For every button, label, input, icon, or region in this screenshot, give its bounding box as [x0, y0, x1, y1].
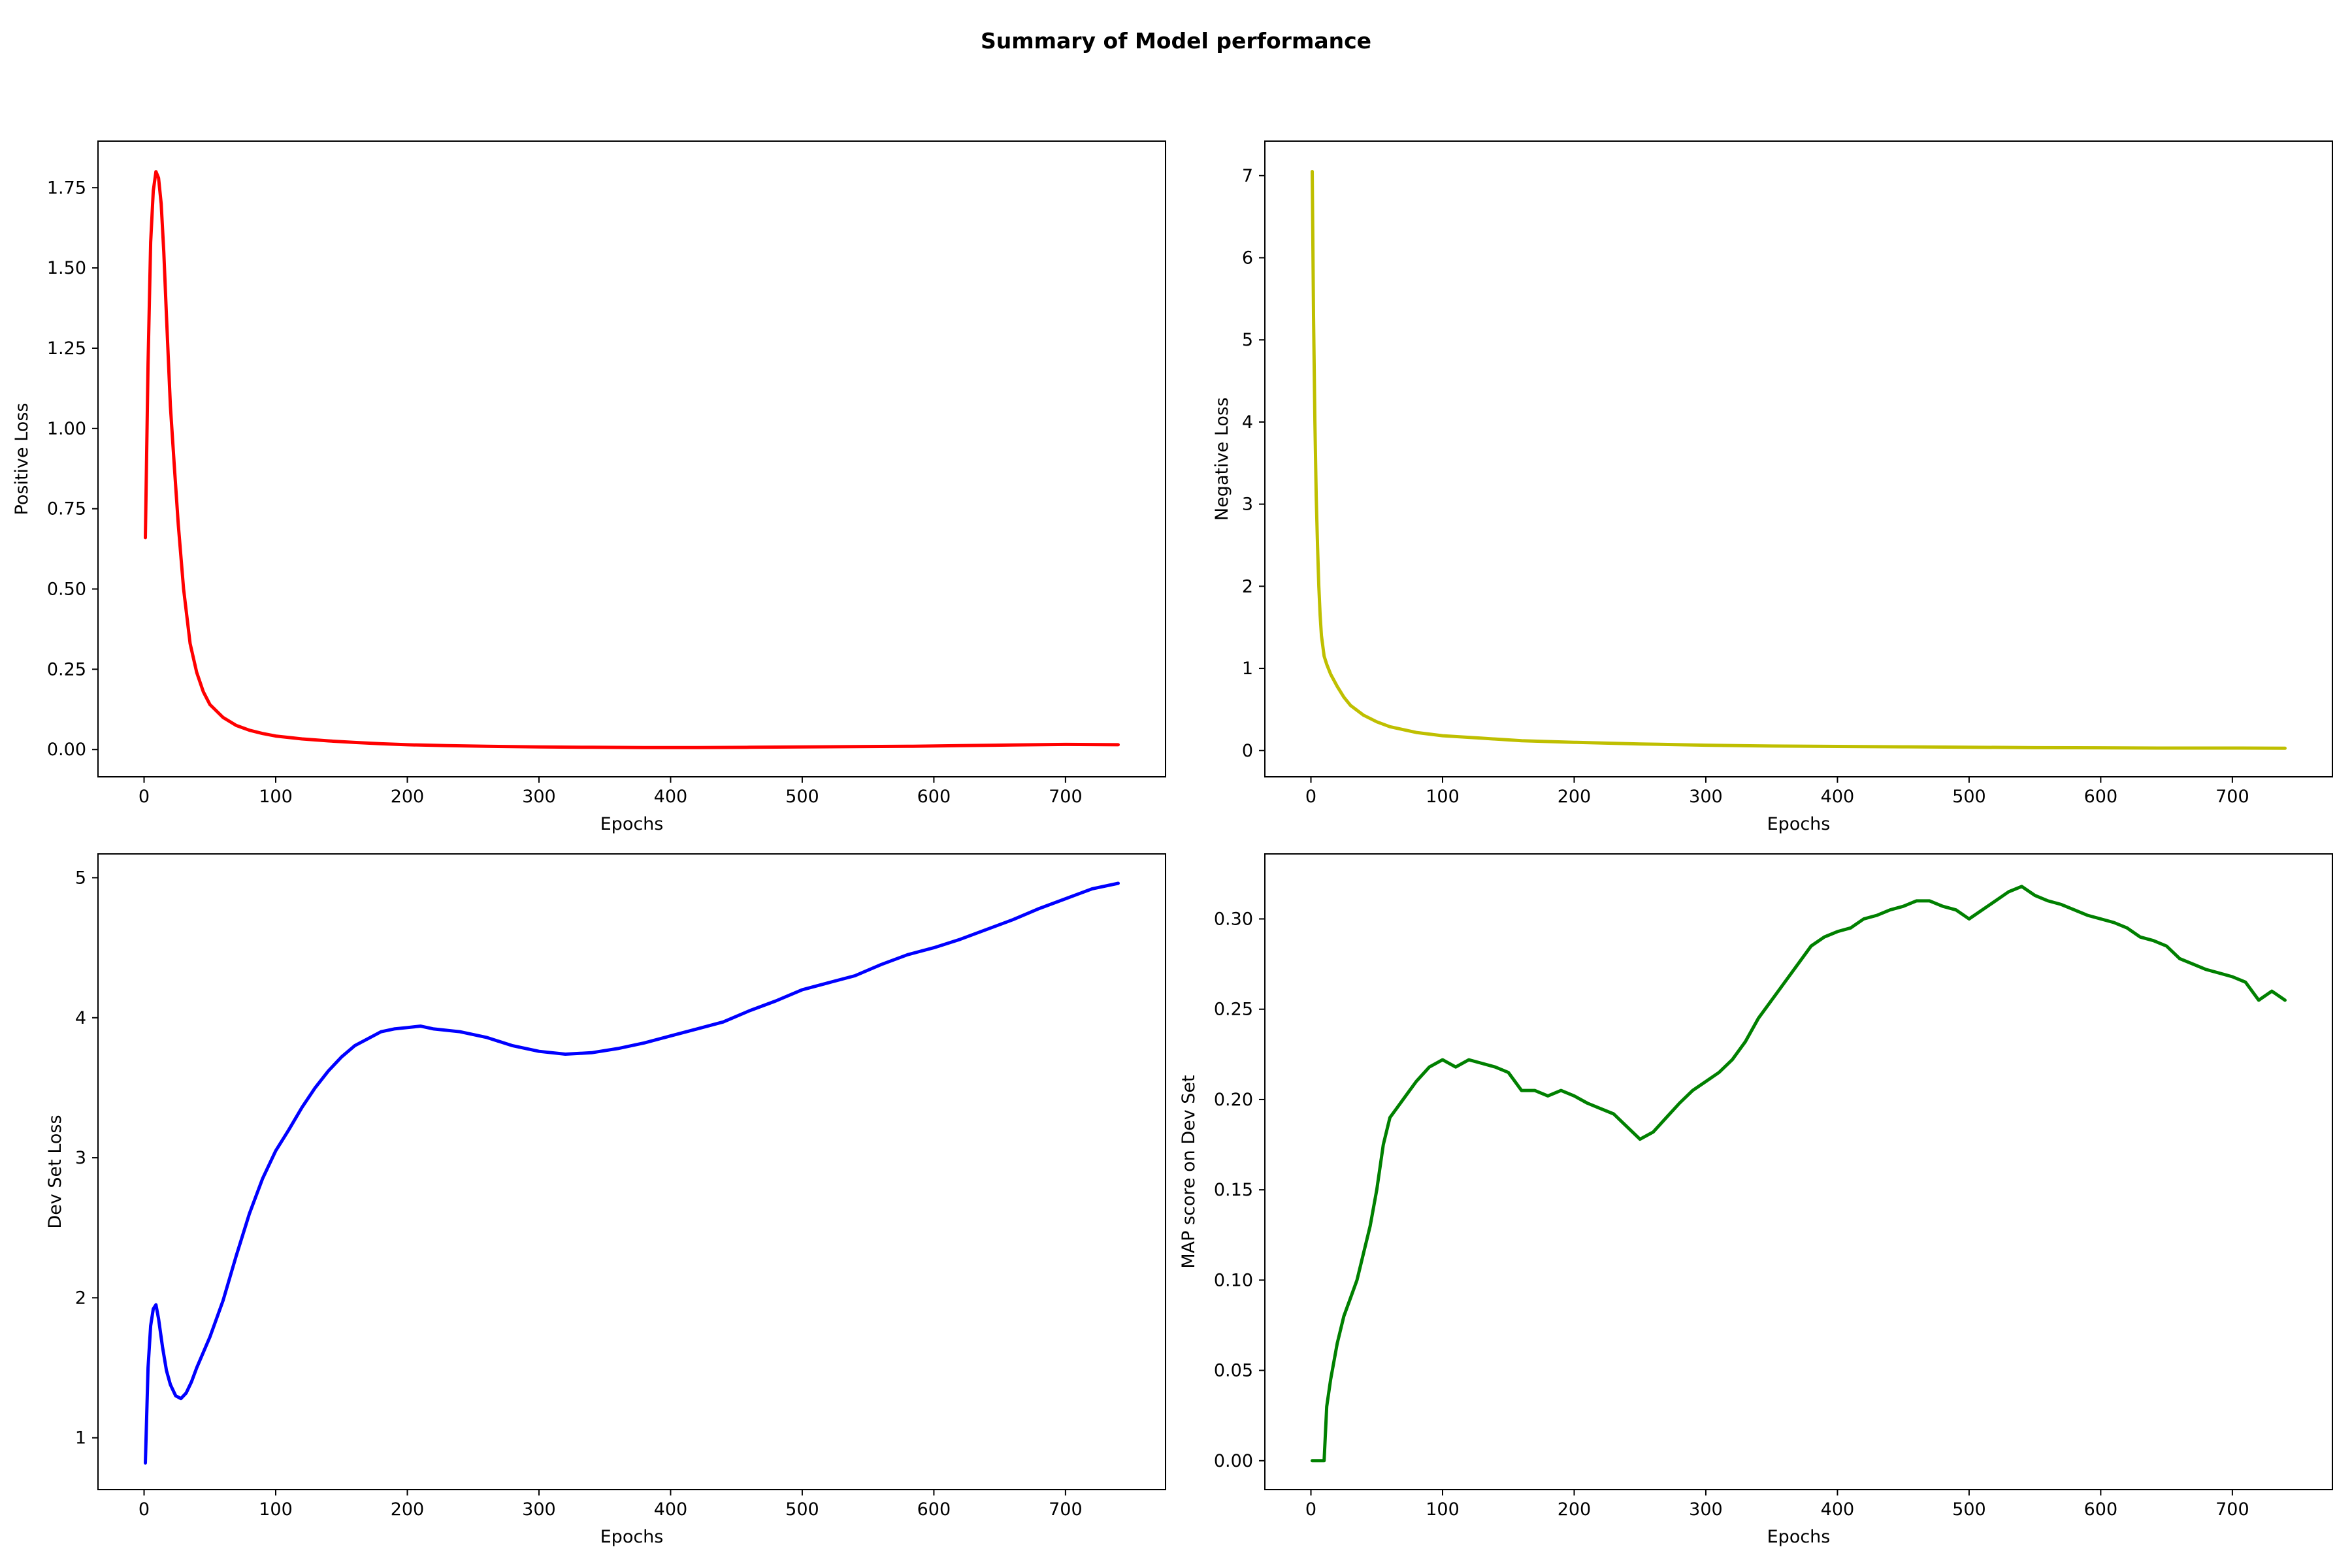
positive-loss-plot-frame [97, 140, 1166, 777]
positive-loss-y-tick-label: 1.75 [47, 178, 86, 198]
dev-set-loss-y-tick-label: 5 [75, 868, 86, 888]
map-score-y-tick-label: 0.05 [1214, 1361, 1253, 1381]
map-score-x-tick-label: 300 [1689, 1499, 1723, 1520]
positive-loss-y-tick-label: 0.00 [47, 740, 86, 760]
negative-loss-plot-frame [1264, 140, 2333, 777]
positive-loss-x-tick-label: 300 [522, 787, 556, 807]
map-score-y-tick-label: 0.25 [1214, 1000, 1253, 1020]
map-score-y-tick-label: 0.10 [1214, 1270, 1253, 1290]
dev-set-loss-x-tick-label: 200 [391, 1499, 425, 1520]
figure-title: Summary of Model performance [981, 28, 1371, 54]
positive-loss-y-tick-label: 0.50 [47, 580, 86, 600]
positive-loss-axes: 0 100 200 300 400 500 600 700 0.00 0.25 0.50 0.75 1.… [12, 140, 1166, 834]
positive-loss-y-axis-label: Positive Loss [12, 403, 32, 515]
negative-loss-x-tick-label: 400 [1821, 787, 1855, 807]
negative-loss-y-tick-label: 6 [1242, 248, 1253, 269]
map-score-y-tick-label: 0.15 [1214, 1180, 1253, 1200]
map-score-x-tick-label: 0 [1305, 1499, 1316, 1520]
map-score-x-tick-label: 400 [1821, 1499, 1855, 1520]
map-score-x-tick-label: 100 [1426, 1499, 1460, 1520]
dev-set-loss-y-tick-label: 4 [75, 1008, 86, 1028]
dev-set-loss-y-axis-label: Dev Set Loss [45, 1115, 65, 1228]
negative-loss-x-tick-label: 500 [1952, 787, 1986, 807]
positive-loss-x-tick-label: 500 [785, 787, 819, 807]
negative-loss-series-line [1311, 170, 2287, 750]
map-score-series-line [1311, 885, 2287, 1463]
dev-set-loss-x-axis-label: Epochs [600, 1527, 664, 1547]
positive-loss-y-tick-label: 1.00 [47, 419, 86, 439]
axes-container: 0 100 200 300 400 500 600 7000.000.250.500.751.… [12, 140, 2333, 1547]
map-score-x-tick-label: 700 [2215, 1499, 2249, 1520]
negative-loss-x-tick-label: 0 [1305, 787, 1316, 807]
positive-loss-x-tick-label: 400 [654, 787, 688, 807]
positive-loss-y-tick-label: 1.25 [47, 338, 86, 359]
dev-set-loss-plot-frame [97, 853, 1166, 1490]
dev-set-loss-x-tick-label: 400 [654, 1499, 688, 1520]
negative-loss-x-tick-label: 100 [1426, 787, 1460, 807]
positive-loss-x-tick-label: 700 [1049, 787, 1083, 807]
positive-loss-series-line [144, 170, 1120, 749]
dev-set-loss-x-tick-label: 100 [259, 1499, 293, 1520]
negative-loss-y-tick-label: 1 [1242, 659, 1253, 679]
positive-loss-x-tick-label: 600 [917, 787, 951, 807]
negative-loss-x-tick-label: 600 [2084, 787, 2118, 807]
map-score-y-tick-label: 0.20 [1214, 1090, 1253, 1110]
positive-loss-x-tick-label: 0 [139, 787, 150, 807]
negative-loss-x-tick-label: 300 [1689, 787, 1723, 807]
dev-set-loss-x-tick-label: 600 [917, 1499, 951, 1520]
negative-loss-x-tick-label: 700 [2215, 787, 2249, 807]
dev-set-loss-x-tick-label: 0 [139, 1499, 150, 1520]
positive-loss-x-axis-label: Epochs [600, 814, 664, 834]
map-score-y-tick-label: 0.30 [1214, 909, 1253, 930]
positive-loss-y-tick-label: 1.50 [47, 258, 86, 278]
map-score-y-axis-label: MAP score on Dev Set [1179, 1075, 1199, 1268]
map-score-x-tick-label: 500 [1952, 1499, 1986, 1520]
negative-loss-y-tick-label: 2 [1242, 576, 1253, 596]
map-score-y-tick-label: 0.00 [1214, 1451, 1253, 1471]
dev-set-loss-series-line [144, 881, 1120, 1465]
negative-loss-x-axis-label: Epochs [1767, 814, 1831, 834]
negative-loss-y-tick-label: 3 [1242, 495, 1253, 515]
dev-set-loss-axes: 0 100 200 300 400 500 600 700 1 2 3 4 5 Epochs Dev Set… [45, 853, 1166, 1547]
negative-loss-y-tick-label: 4 [1242, 412, 1253, 433]
positive-loss-x-tick-label: 200 [391, 787, 425, 807]
map-score-x-tick-label: 200 [1558, 1499, 1592, 1520]
dev-set-loss-y-tick-label: 2 [75, 1288, 86, 1308]
map-score-axes: 0 100 200 300 400 500 600 700 0.00 0.05 0.10 0.15 0.… [1179, 853, 2333, 1547]
dev-set-loss-x-tick-label: 500 [785, 1499, 819, 1520]
dev-set-loss-x-tick-label: 700 [1049, 1499, 1083, 1520]
negative-loss-y-tick-label: 7 [1242, 166, 1253, 186]
map-score-plot-frame [1264, 853, 2333, 1490]
dev-set-loss-y-tick-label: 1 [75, 1428, 86, 1448]
map-score-x-tick-label: 600 [2084, 1499, 2118, 1520]
negative-loss-y-axis-label: Negative Loss [1212, 397, 1232, 521]
map-score-x-axis-label: Epochs [1767, 1527, 1831, 1547]
dev-set-loss-x-tick-label: 300 [522, 1499, 556, 1520]
negative-loss-y-tick-label: 0 [1242, 741, 1253, 761]
negative-loss-axes: 0 100 200 300 400 500 600 700 0 1 2 3 4 5 6 7 Epochs Nega… [1212, 140, 2333, 834]
positive-loss-x-tick-label: 100 [259, 787, 293, 807]
negative-loss-y-tick-label: 5 [1242, 330, 1253, 350]
positive-loss-y-tick-label: 0.25 [47, 659, 86, 679]
negative-loss-x-tick-label: 200 [1558, 787, 1592, 807]
dev-set-loss-y-tick-label: 3 [75, 1148, 86, 1168]
positive-loss-y-tick-label: 0.75 [47, 499, 86, 519]
